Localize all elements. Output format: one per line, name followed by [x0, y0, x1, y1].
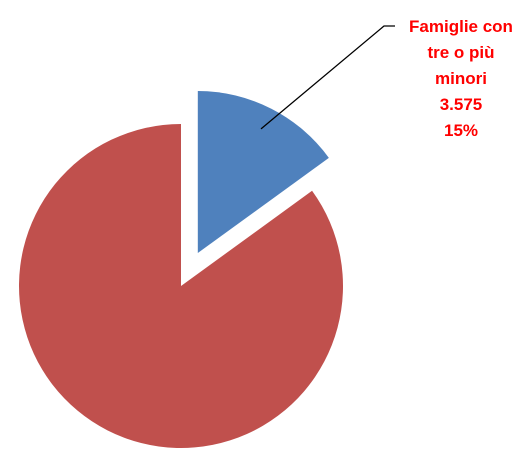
pie-slice-0	[197, 91, 329, 254]
leader-line-0	[260, 25, 395, 130]
slice-label-line-2: tre o più	[427, 43, 494, 62]
slice-label-line-3: minori	[435, 69, 487, 88]
leader-lines	[260, 25, 395, 130]
slice-label-line-1: Famiglie con	[409, 17, 513, 36]
slice-percent-label: 15%	[444, 121, 478, 140]
pie-slice-1	[19, 124, 344, 448]
pie-slices	[19, 91, 344, 448]
slice-value-label: 3.575	[440, 95, 483, 114]
slice-labels: Famiglie con tre o più minori 3.575 15%	[409, 17, 513, 140]
